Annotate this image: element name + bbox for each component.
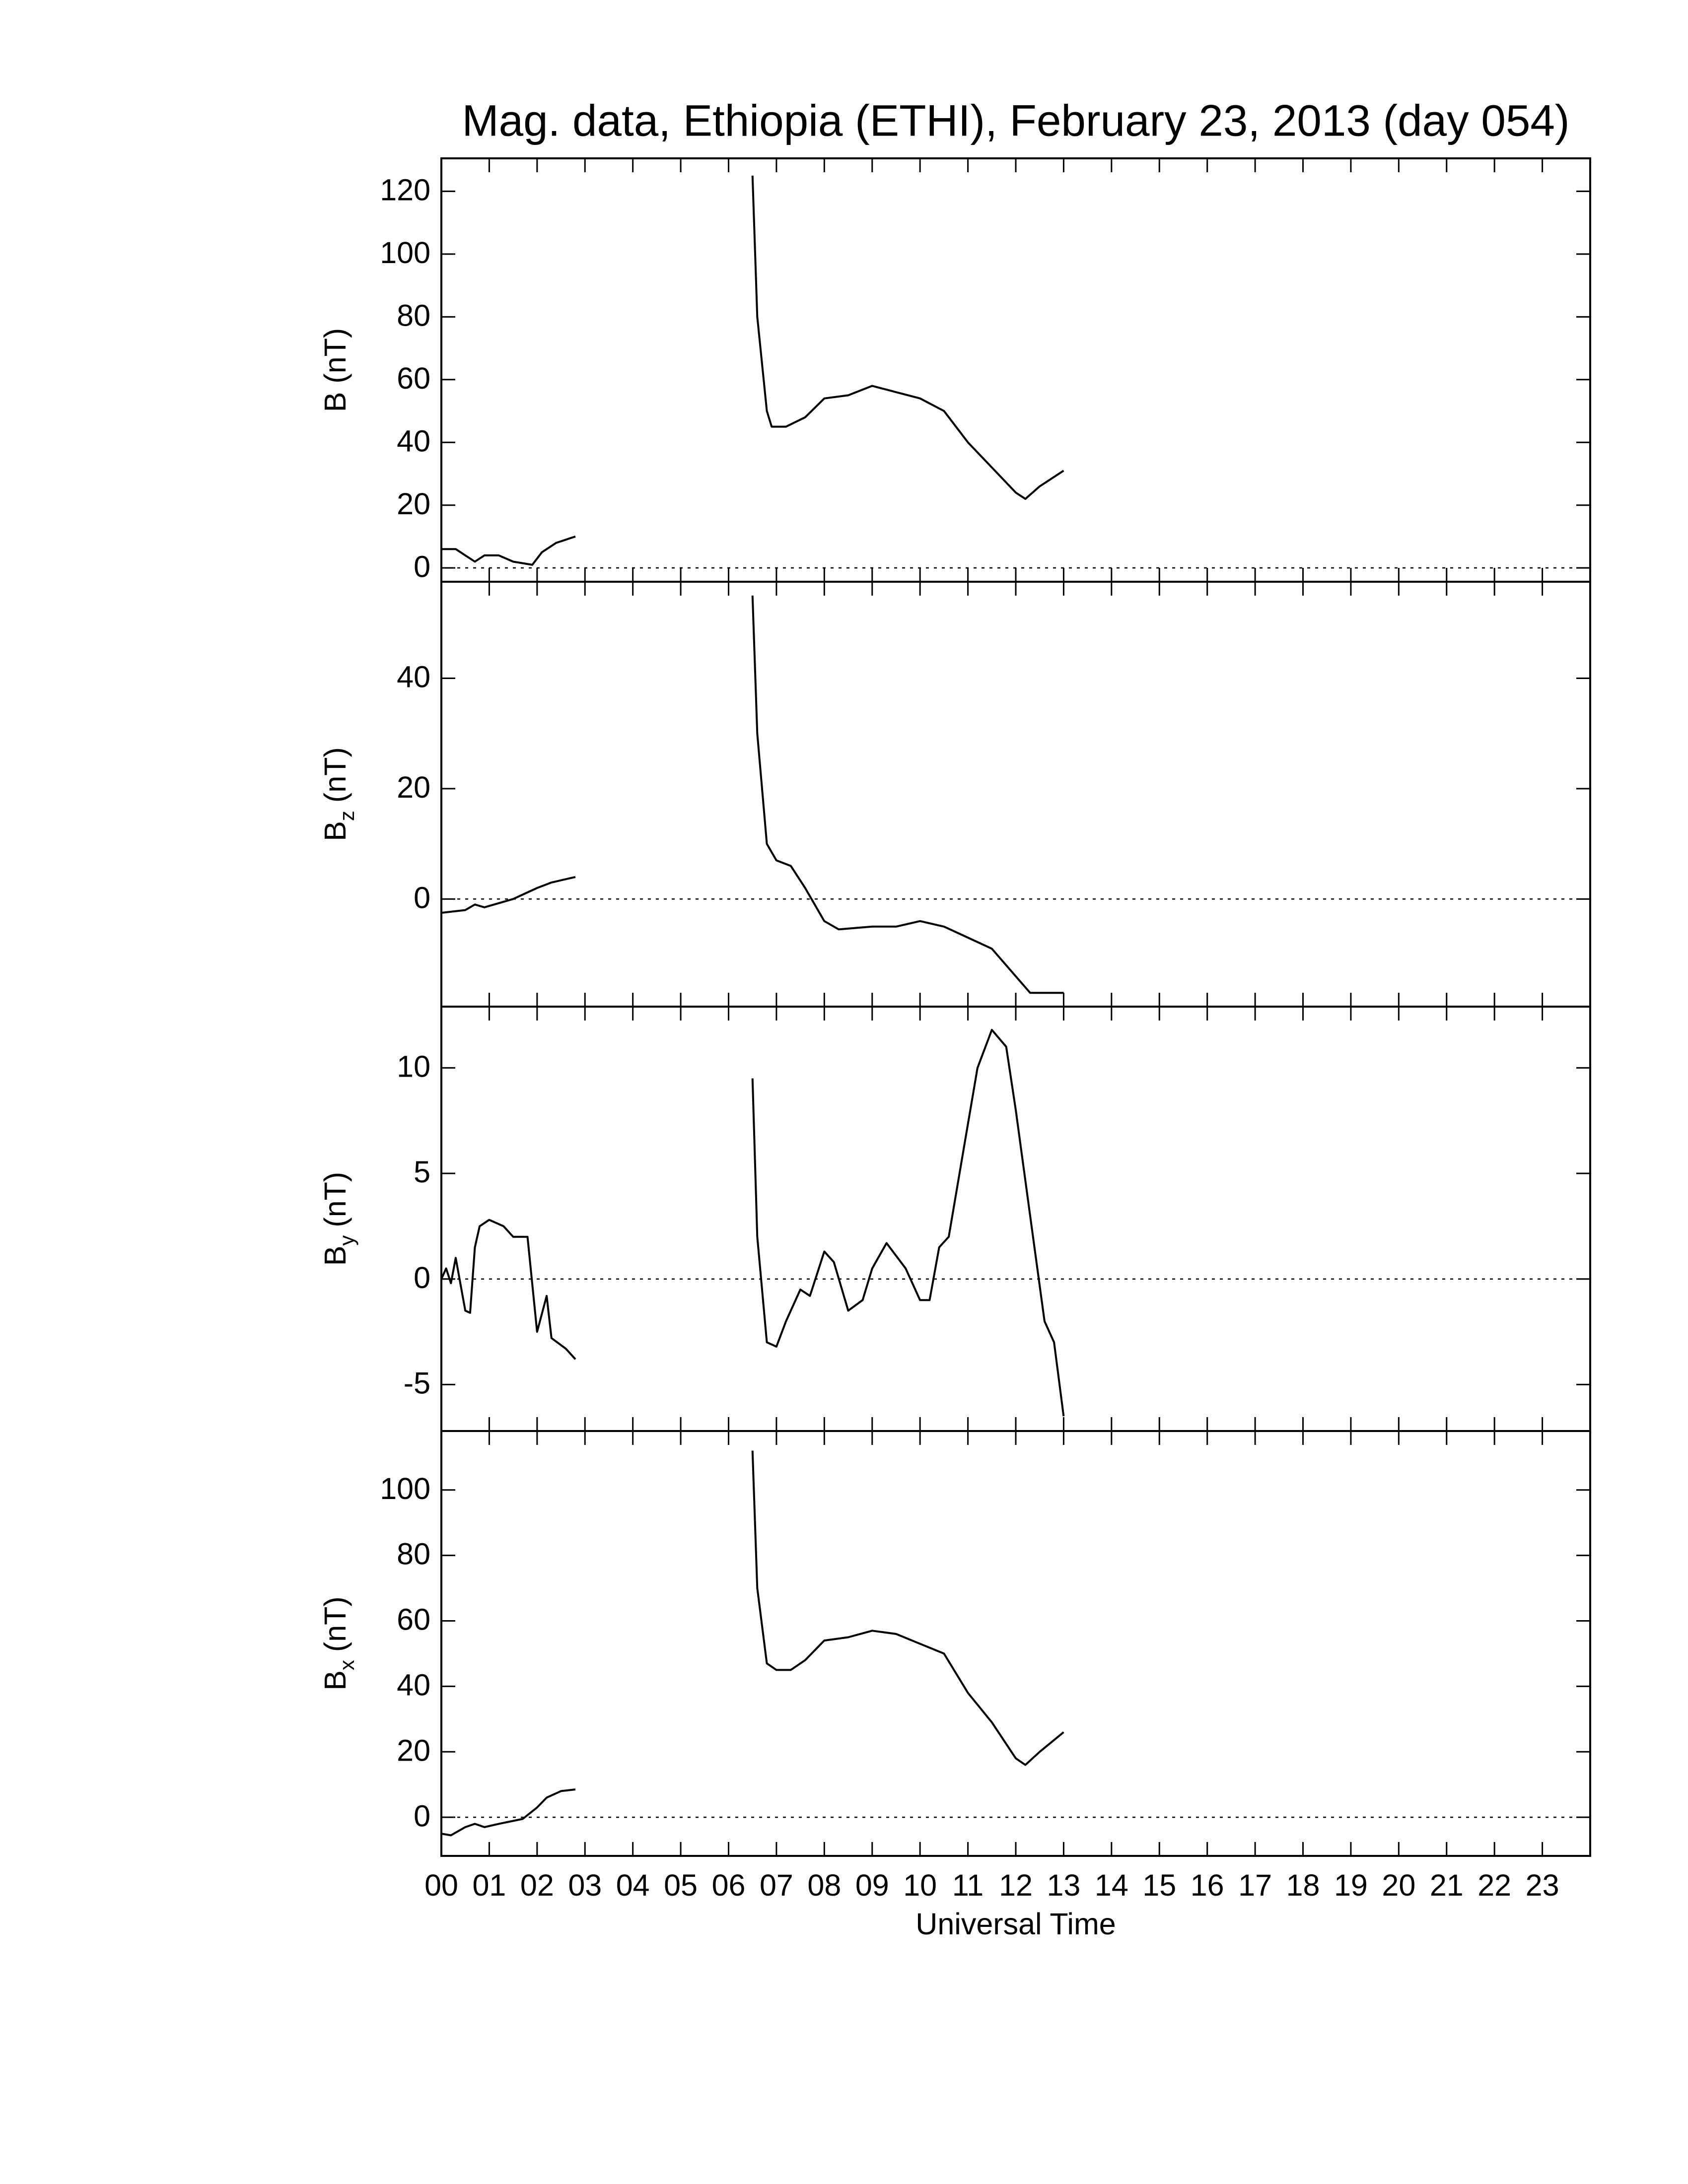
- y-label-base: B: [318, 821, 352, 841]
- chart-title: Mag. data, Ethiopia (ETHI), February 23,…: [462, 96, 1569, 145]
- x-tick-label: 02: [520, 1868, 554, 1902]
- x-tick-label: 06: [712, 1868, 746, 1902]
- y-tick-label: 20: [397, 770, 430, 804]
- data-line: [441, 175, 1064, 566]
- y-tick-label: 60: [397, 1603, 430, 1637]
- x-tick-label: 01: [472, 1868, 506, 1902]
- data-line: [441, 595, 1064, 994]
- y-label-unit: (nT): [318, 1172, 352, 1228]
- y-tick-label: -5: [404, 1366, 430, 1400]
- y-tick-label: 10: [397, 1049, 430, 1083]
- x-tick-label: 11: [952, 1868, 984, 1902]
- x-tick-label: 17: [1238, 1868, 1272, 1902]
- x-tick-label: 16: [1191, 1868, 1224, 1902]
- y-tick-label: 80: [397, 298, 430, 332]
- x-tick-label: 09: [855, 1868, 889, 1902]
- plot-frame: [440, 1430, 1591, 1857]
- x-tick-label: 14: [1095, 1868, 1128, 1902]
- y-tick-label: 5: [414, 1155, 430, 1189]
- y-label-base: B: [318, 1246, 352, 1266]
- y-tick-label: 80: [397, 1537, 430, 1571]
- x-tick-label: 07: [760, 1868, 793, 1902]
- x-tick-label: 18: [1286, 1868, 1320, 1902]
- y-tick-label: 0: [414, 1799, 430, 1833]
- x-tick-label: 05: [664, 1868, 698, 1902]
- y-tick-label: 40: [397, 424, 430, 458]
- y-tick-label: 0: [414, 881, 430, 914]
- y-tick-label: 20: [397, 1733, 430, 1767]
- x-tick-label: 10: [903, 1868, 937, 1902]
- x-tick-label: 12: [999, 1868, 1033, 1902]
- y-tick-label: 60: [397, 361, 430, 395]
- x-tick-label: 03: [568, 1868, 602, 1902]
- y-tick-label: 100: [380, 1472, 430, 1505]
- y-tick-label: 0: [414, 549, 430, 583]
- y-label-base: B: [318, 1670, 352, 1691]
- x-axis-label: Universal Time: [915, 1907, 1116, 1941]
- y-tick-label: 20: [397, 487, 430, 521]
- x-tick-label: 13: [1047, 1868, 1080, 1902]
- data-line: [441, 1450, 1064, 1837]
- y-axis-label: Bz (nT): [318, 747, 358, 841]
- x-tick-label: 04: [616, 1868, 650, 1902]
- y-label-unit: (nT): [318, 1596, 352, 1652]
- y-label-sub: y: [335, 1235, 358, 1246]
- y-axis-label: By (nT): [318, 1172, 358, 1266]
- y-tick-label: 120: [380, 173, 430, 207]
- y-tick-label: 0: [414, 1261, 430, 1295]
- data-line: [440, 1028, 1065, 1417]
- y-tick-label: 100: [380, 236, 430, 270]
- y-axis-label: Bx (nT): [318, 1596, 358, 1691]
- y-axis-label: B (nT): [318, 328, 352, 412]
- x-tick-label: 19: [1334, 1868, 1368, 1902]
- y-tick-label: 40: [397, 1668, 430, 1702]
- x-tick-label: 08: [807, 1868, 841, 1902]
- x-tick-label: 20: [1382, 1868, 1415, 1902]
- y-label-base: B (nT): [318, 328, 352, 412]
- y-label-sub: z: [335, 811, 358, 821]
- x-tick-label: 23: [1526, 1868, 1559, 1902]
- x-tick-label: 00: [424, 1868, 458, 1902]
- y-label-sub: x: [335, 1660, 358, 1670]
- y-label-unit: (nT): [318, 747, 352, 803]
- y-tick-label: 40: [397, 660, 430, 694]
- x-tick-label: 15: [1142, 1868, 1176, 1902]
- x-tick-label: 22: [1477, 1868, 1511, 1902]
- x-tick-label: 21: [1430, 1868, 1464, 1902]
